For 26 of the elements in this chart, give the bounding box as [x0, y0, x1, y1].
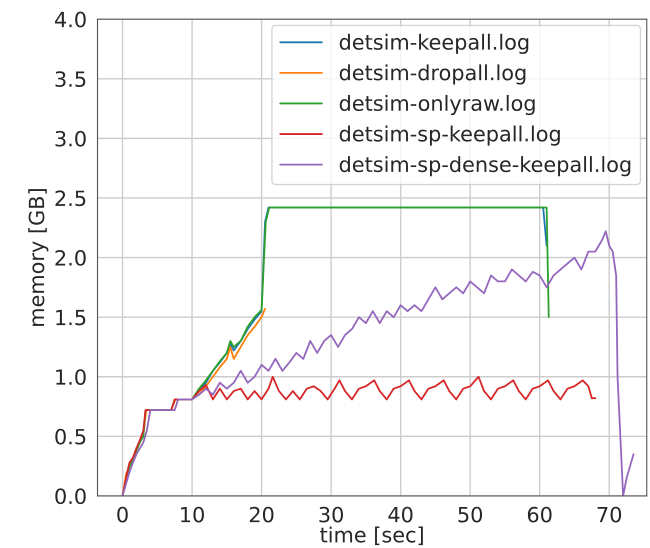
y-tick-label: 1.5 [56, 310, 86, 326]
y-tick-label: 0.5 [55, 428, 86, 445]
legend-label: detsim-onlyraw.log [340, 94, 535, 116]
y-tick-label: 3.0 [56, 130, 86, 147]
x-tick-label: 20 [250, 506, 274, 522]
x-tick-label: 60 [528, 506, 552, 522]
y-tick-label: 4.0 [54, 12, 86, 28]
legend-label: detsim-sp-dense-keepall.log [340, 156, 630, 176]
x-tick-label: 50 [458, 506, 482, 522]
legend-label: detsim-sp-keepall.log [340, 126, 560, 146]
y-tick-label: 3.5 [56, 71, 86, 87]
legend-label: detsim-dropall.log [340, 64, 526, 85]
y-tick-label: 2.5 [55, 190, 86, 206]
x-axis-title: time [sec] [320, 526, 423, 546]
x-tick-label: 40 [388, 506, 412, 522]
y-axis-title: memory [GB] [28, 189, 48, 326]
x-tick-label: 30 [319, 506, 343, 522]
line-series [122, 376, 596, 496]
y-tick-label: 2.0 [55, 250, 86, 266]
line-series [122, 230, 634, 496]
x-tick-label: 10 [181, 506, 204, 522]
x-tick-label: 0 [117, 506, 128, 522]
x-tick-label: 70 [598, 506, 622, 522]
y-tick-label: 0.0 [55, 488, 86, 504]
y-tick-label: 1.0 [56, 369, 86, 385]
legend-label: detsim-keepall.log [340, 34, 528, 54]
